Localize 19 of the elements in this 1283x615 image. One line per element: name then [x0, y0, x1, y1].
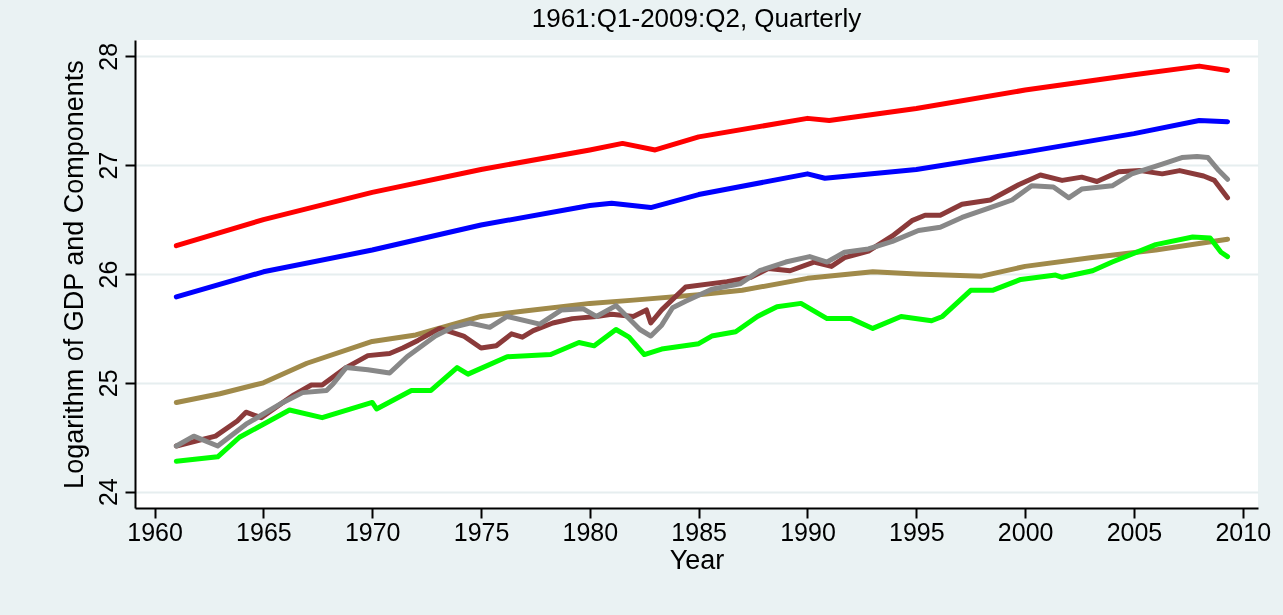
x-tick-label: 1980 [562, 517, 619, 546]
y-tick-label: 26 [93, 260, 122, 289]
x-tick-label: 1985 [671, 517, 727, 546]
chart-title: 1961:Q1-2009:Q2, Quarterly [531, 3, 862, 33]
x-tick-label: 1995 [889, 517, 945, 546]
x-tick-label: 1990 [780, 517, 836, 546]
x-tick-label: 1970 [344, 517, 401, 546]
x-axis-title: Year [669, 544, 725, 575]
y-tick-label: 27 [93, 151, 122, 180]
x-tick-label: 2000 [997, 517, 1054, 546]
x-tick-label: 1975 [453, 517, 510, 546]
y-tick-label: 28 [93, 42, 122, 71]
y-tick-label: 25 [93, 369, 122, 398]
x-tick-label: 2010 [1215, 517, 1272, 546]
x-tick-label: 1965 [236, 517, 292, 546]
y-axis-title: Logarithm of GDP and Components [58, 60, 89, 489]
x-tick-label: 1960 [127, 517, 183, 546]
x-tick-label: 2005 [1106, 517, 1163, 546]
y-tick-label: 24 [93, 478, 122, 507]
